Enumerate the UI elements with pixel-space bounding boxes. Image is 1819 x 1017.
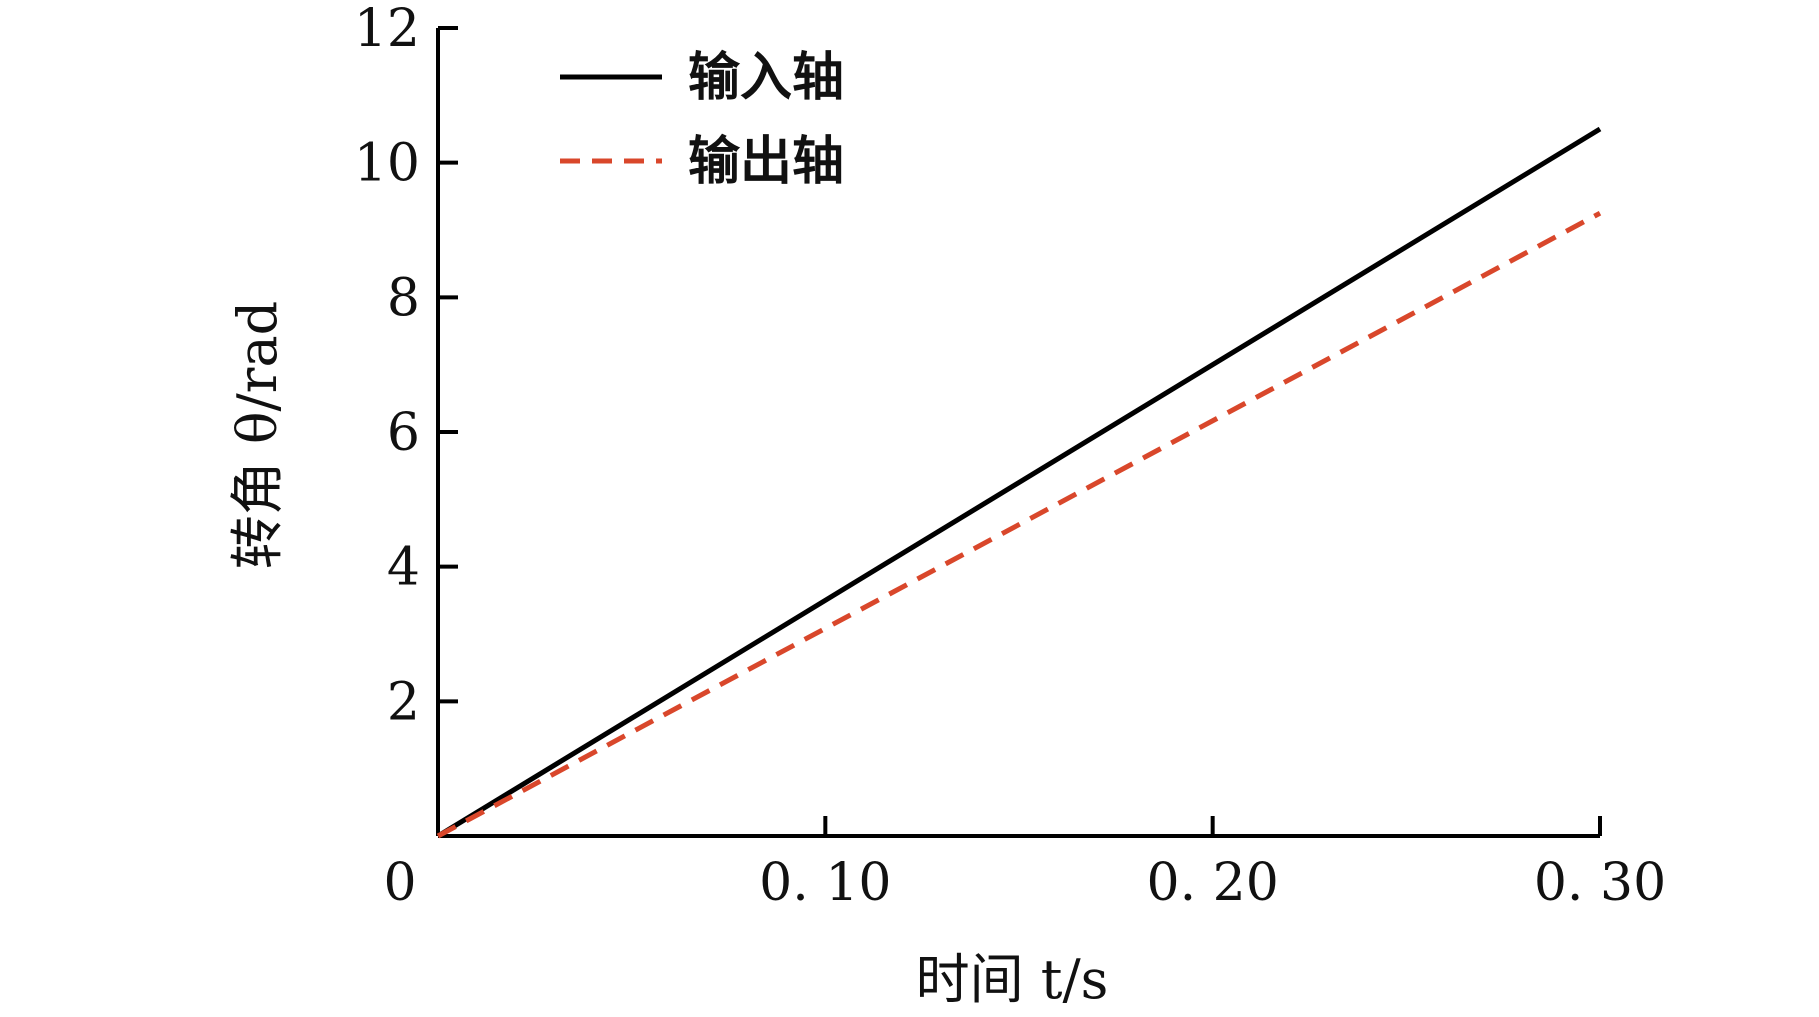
x-ticks: 0 0. 10 0. 20 0. 30 <box>383 816 1666 913</box>
y-tick-label: 10 <box>354 134 420 194</box>
series-layer <box>436 126 1602 839</box>
series-line <box>436 210 1602 839</box>
y-tick-label: 8 <box>387 268 420 328</box>
y-tick-label: 4 <box>387 538 420 598</box>
x-tick-label: 0 <box>383 853 416 913</box>
y-ticks: 2 4 6 8 10 12 <box>354 0 458 732</box>
legend-label: 输入轴 <box>688 48 844 108</box>
x-axis-title: 时间 t/s <box>916 948 1109 1011</box>
y-tick-label: 2 <box>387 672 420 732</box>
y-tick-label: 6 <box>387 403 420 463</box>
legend-label: 输出轴 <box>688 132 844 192</box>
x-tick-label: 0. 30 <box>1534 853 1666 913</box>
x-tick-label: 0. 10 <box>759 853 891 913</box>
series-line <box>436 126 1602 839</box>
axes <box>436 28 1600 838</box>
y-tick-label: 12 <box>354 0 420 59</box>
y-axis-title: 转角 θ/rad <box>226 301 289 569</box>
x-tick-label: 0. 20 <box>1147 853 1279 913</box>
